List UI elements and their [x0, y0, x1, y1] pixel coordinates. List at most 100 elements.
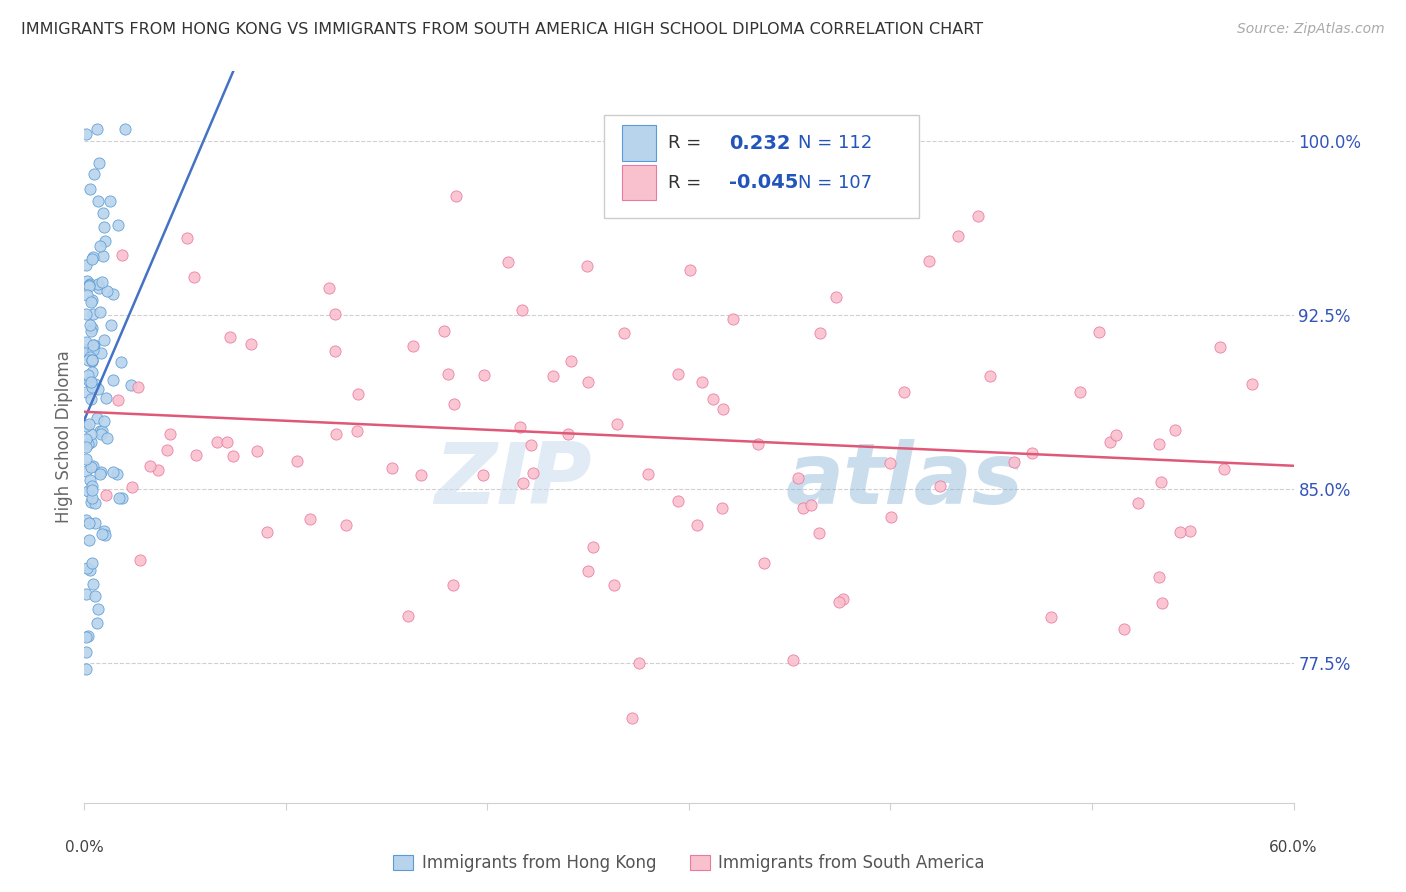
Text: N = 112: N = 112 — [797, 134, 872, 152]
Point — [1099, 434, 1122, 449]
Point — [183, 269, 205, 284]
Point — [75, 512, 97, 526]
Point — [1105, 428, 1128, 442]
Point — [91, 424, 114, 438]
Point — [666, 368, 689, 382]
Text: R =: R = — [668, 174, 702, 192]
Point — [80, 295, 103, 310]
Point — [84, 376, 107, 391]
Point — [1209, 340, 1232, 354]
Point — [139, 458, 162, 473]
Point — [89, 239, 111, 253]
Point — [520, 438, 543, 452]
Point — [79, 564, 101, 578]
Point — [613, 326, 636, 340]
Point — [75, 452, 97, 467]
Point — [87, 277, 110, 291]
Point — [1039, 610, 1062, 624]
Point — [560, 353, 582, 368]
Point — [1150, 475, 1173, 490]
Point — [80, 353, 103, 368]
Point — [114, 122, 136, 136]
Point — [79, 473, 101, 487]
Point — [879, 456, 901, 470]
Text: 0.0%: 0.0% — [65, 840, 104, 855]
Point — [120, 378, 142, 392]
Point — [80, 293, 103, 307]
Point — [246, 443, 269, 458]
Point — [808, 326, 831, 340]
Point — [702, 392, 724, 406]
Point — [82, 483, 104, 497]
Point — [103, 286, 125, 301]
Text: -0.045: -0.045 — [728, 173, 799, 192]
Point — [298, 512, 321, 526]
Point — [80, 375, 103, 389]
Point — [80, 324, 103, 338]
Point — [222, 449, 245, 463]
Point — [82, 458, 104, 473]
Point — [98, 194, 121, 209]
Point — [205, 434, 228, 449]
Point — [107, 392, 129, 407]
Point — [79, 318, 101, 332]
Point — [84, 589, 107, 603]
Point — [786, 471, 808, 485]
Point — [1213, 462, 1236, 476]
Point — [637, 467, 659, 481]
Point — [77, 278, 100, 293]
Point — [75, 630, 97, 644]
Point — [522, 466, 544, 480]
Point — [77, 629, 100, 643]
Point — [108, 491, 131, 506]
Point — [75, 645, 97, 659]
Point — [335, 518, 357, 533]
Point — [93, 524, 115, 538]
Point — [77, 533, 100, 547]
Point — [80, 479, 103, 493]
Legend: Immigrants from Hong Kong, Immigrants from South America: Immigrants from Hong Kong, Immigrants fr… — [387, 847, 991, 879]
Point — [692, 375, 714, 389]
Point — [75, 587, 97, 601]
Point — [96, 488, 118, 502]
Point — [83, 338, 105, 352]
Point — [1178, 524, 1201, 539]
Point — [77, 417, 100, 431]
Point — [1088, 325, 1111, 339]
Point — [323, 343, 346, 358]
Point — [541, 369, 564, 384]
Point — [87, 382, 110, 396]
Point — [800, 499, 823, 513]
Point — [1021, 446, 1043, 460]
Point — [84, 495, 107, 509]
Point — [156, 443, 179, 458]
Point — [1126, 496, 1149, 510]
Point — [90, 465, 112, 479]
Point — [82, 338, 104, 352]
Point — [128, 553, 150, 567]
Point — [967, 210, 990, 224]
Point — [1240, 376, 1263, 391]
Point — [621, 710, 644, 724]
Point — [396, 609, 419, 624]
Point — [240, 337, 263, 351]
Point — [346, 386, 368, 401]
Point — [80, 252, 103, 266]
Point — [127, 380, 149, 394]
Point — [472, 368, 495, 382]
Bar — [623, 126, 657, 161]
Point — [409, 467, 432, 482]
Point — [831, 592, 853, 607]
Point — [91, 249, 114, 263]
Point — [402, 339, 425, 353]
Point — [606, 417, 628, 431]
Point — [711, 401, 734, 416]
Point — [146, 463, 169, 477]
Point — [86, 411, 108, 425]
Text: 60.0%: 60.0% — [1270, 840, 1317, 855]
Point — [441, 577, 464, 591]
Point — [96, 391, 118, 405]
Point — [103, 372, 125, 386]
Text: Source: ZipAtlas.com: Source: ZipAtlas.com — [1237, 22, 1385, 37]
Point — [219, 329, 242, 343]
